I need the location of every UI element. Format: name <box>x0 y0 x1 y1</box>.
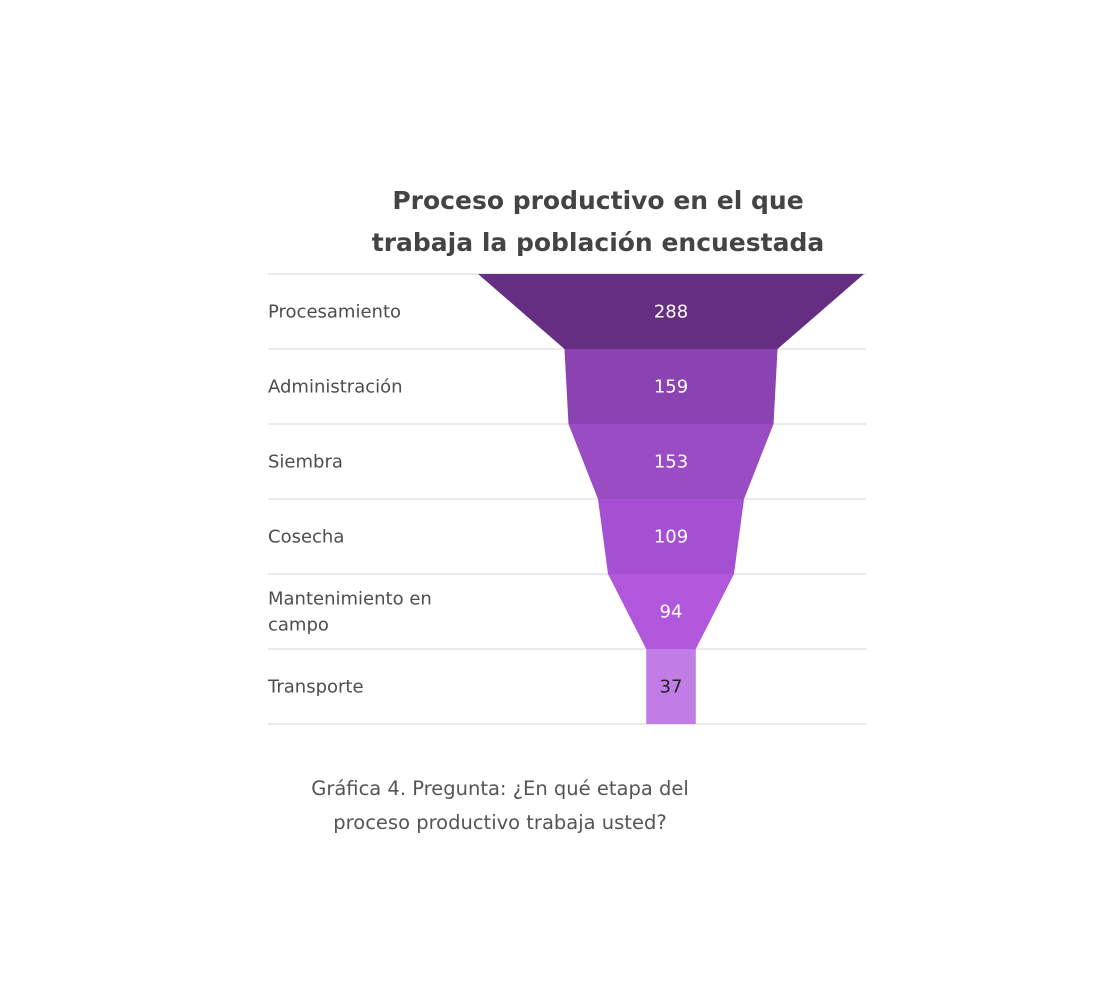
funnel-segment <box>646 649 696 724</box>
value-label: 109 <box>654 527 688 548</box>
category-label: Administración <box>268 377 403 398</box>
funnel-segment <box>568 424 774 499</box>
category-label-line: campo <box>268 615 329 636</box>
value-label: 288 <box>654 302 688 323</box>
category-label-line: Cosecha <box>268 527 344 548</box>
funnel-segment <box>564 349 778 424</box>
category-label: Transporte <box>267 677 364 698</box>
category-label-line: Procesamiento <box>268 302 401 323</box>
chart-title-line-1: Proceso productivo en el que <box>392 186 804 215</box>
value-label: 94 <box>660 602 683 623</box>
category-label: Cosecha <box>268 527 344 548</box>
funnel-segment <box>608 574 734 649</box>
category-label-line: Administración <box>268 377 403 398</box>
chart-title-line-2: trabaja la población encuestada <box>371 228 825 257</box>
category-label: Siembra <box>268 452 343 473</box>
funnel-segment <box>597 499 745 574</box>
value-label: 153 <box>654 452 688 473</box>
category-label: Mantenimiento en campo <box>268 589 432 636</box>
category-label-line: Transporte <box>267 677 364 698</box>
funnel-segment <box>478 274 864 349</box>
caption-line-1: Gráfica 4. Pregunta: ¿En qué etapa del <box>311 777 689 800</box>
category-label-line: Mantenimiento en <box>268 589 432 610</box>
figure-caption: Gráfica 4. Pregunta: ¿En qué etapa del p… <box>250 772 750 840</box>
category-label: Procesamiento <box>268 302 401 323</box>
value-label: 159 <box>654 377 688 398</box>
category-label-line: Siembra <box>268 452 343 473</box>
caption-line-2: proceso productivo trabaja usted? <box>333 811 667 834</box>
chart-title: Proceso productivo en el que trabaja la … <box>300 180 896 264</box>
value-label: 37 <box>660 677 683 698</box>
